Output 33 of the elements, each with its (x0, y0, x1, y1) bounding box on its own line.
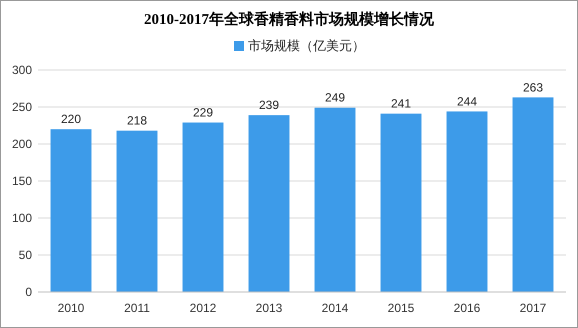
bar (314, 108, 356, 292)
bar (248, 115, 290, 292)
x-tick-label: 2014 (322, 301, 349, 315)
chart-title: 2010-2017年全球香精香料市场规模增长情况 (144, 10, 435, 28)
data-label: 244 (456, 94, 478, 108)
legend-label: 市场规模（亿美元） (248, 38, 365, 53)
data-label: 249 (324, 90, 346, 105)
bar (512, 97, 554, 292)
y-tick-label: 250 (12, 100, 32, 114)
y-tick-label: 200 (12, 137, 32, 152)
data-label: 239 (258, 98, 280, 112)
y-tick-label: 50 (18, 248, 32, 262)
data-label: 218 (126, 114, 148, 128)
data-label: 220 (60, 112, 82, 126)
bar (182, 122, 224, 292)
y-tick-label: 100 (12, 211, 32, 226)
data-label: 229 (192, 106, 214, 120)
bar (446, 111, 488, 292)
y-tick-label: 0 (25, 285, 32, 300)
x-tick-label: 2016 (454, 301, 481, 315)
x-tick-label: 2015 (388, 301, 415, 315)
bar (116, 130, 158, 292)
x-tick-label: 2017 (520, 301, 547, 315)
data-label: 241 (390, 96, 412, 111)
bar (380, 114, 422, 292)
data-label: 263 (522, 80, 544, 94)
y-tick-label: 300 (12, 63, 32, 78)
x-tick-label: 2013 (256, 301, 283, 315)
y-tick-label: 150 (12, 174, 32, 188)
x-tick-label: 2012 (190, 301, 217, 315)
bar (50, 129, 92, 292)
x-tick-label: 2010 (58, 301, 85, 315)
x-tick-label: 2011 (124, 301, 150, 315)
